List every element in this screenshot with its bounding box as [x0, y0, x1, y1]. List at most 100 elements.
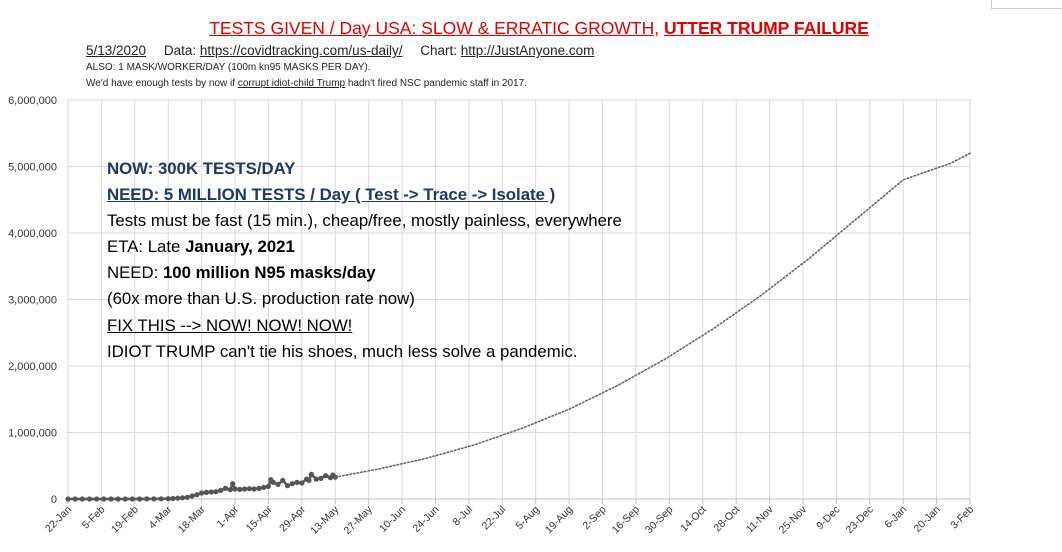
gridlines — [67, 99, 971, 499]
annot-eta-value: January, 2021 — [185, 237, 295, 257]
actual-data-point — [294, 479, 300, 485]
annot-masks: NEED: 100 million N95 masks/day — [107, 260, 622, 286]
chart-title: TESTS GIVEN / Day USA: SLOW & ERRATIC GR… — [0, 18, 1062, 38]
actual-data-point — [308, 471, 314, 477]
x-tick-label: 18-Mar — [176, 503, 208, 535]
actual-data-point — [79, 496, 85, 502]
x-tick-label: 6-Jan — [882, 504, 909, 531]
actual-data-point — [299, 480, 305, 486]
date: 5/13/2020 — [86, 43, 147, 58]
chart-frame-corner — [991, 0, 1062, 9]
actual-data-point — [129, 496, 135, 502]
annot-fast: Tests must be fast (15 min.), cheap/free… — [107, 211, 622, 231]
x-tick-label: 5-Feb — [80, 504, 108, 532]
actual-data-point — [306, 477, 312, 483]
x-tick-label: 5-Aug — [514, 504, 542, 532]
data-source-link[interactable]: https://covidtracking.com/us-daily/ — [199, 43, 403, 58]
actual-data-point — [261, 484, 267, 490]
chart-source-link[interactable]: http://JustAnyone.com — [460, 43, 595, 58]
annot-fix: FIX THIS --> NOW! NOW! NOW! — [107, 315, 353, 335]
data-label: Data: — [163, 43, 197, 58]
annot-masks-prefix: NEED: — [107, 263, 159, 283]
actual-data-point — [213, 489, 219, 495]
x-tick-label: 19-Aug — [543, 504, 576, 537]
actual-data-point — [144, 496, 150, 502]
projected-series-line — [334, 152, 971, 478]
series-layer — [65, 152, 971, 502]
annot-eta: ETA: Late January, 2021 — [107, 234, 622, 260]
x-tick-label: 4-Mar — [146, 503, 174, 531]
actual-data-point — [170, 495, 176, 502]
x-tick-label: 11-Nov — [744, 503, 776, 535]
note2-link[interactable]: corrupt idiot-child Trump — [237, 78, 346, 89]
actual-data-point — [318, 475, 324, 481]
actual-data-point — [313, 476, 319, 482]
actual-data-point — [227, 487, 233, 493]
actual-data-point — [230, 481, 236, 487]
annotation-box: NOW: 300K TESTS/DAY NEED: 5 MILLION TEST… — [107, 156, 622, 365]
actual-data-point — [251, 486, 257, 492]
note-staff: We'd have enough tests by now if corrupt… — [86, 78, 527, 90]
chart-label: Chart: — [420, 43, 457, 58]
x-tick-label: 8-Jul — [450, 504, 475, 529]
x-tick-label: 13-May — [308, 503, 342, 537]
note2-b: hadn't fired NSC pandemic staff in 2017. — [347, 78, 527, 89]
actual-data-point — [137, 496, 143, 502]
note2-a: We'd have enough tests by now if — [86, 78, 236, 89]
actual-data-point — [158, 496, 164, 502]
actual-data-point — [237, 486, 243, 492]
actual-data-point — [246, 486, 252, 492]
x-tick-label: 28-Oct — [711, 504, 742, 535]
x-tick-label: 19-Feb — [109, 504, 141, 536]
actual-data-point — [289, 481, 295, 487]
x-tick-label: 20-Jan — [912, 504, 943, 535]
actual-data-point — [115, 496, 121, 502]
x-tick-label: 15-Apr — [244, 503, 275, 534]
y-axis-ticks: 0 1,000,000 2,000,000 3,000,000 4,000,000 5,0… — [8, 95, 57, 506]
actual-data-point — [72, 496, 78, 502]
annot-production: (60x more than U.S. production rate now) — [107, 289, 415, 309]
x-tick-label: 22-Jan — [43, 504, 74, 535]
annot-masks-value: 100 million N95 masks/day — [162, 263, 376, 283]
x-tick-label: 27-May — [342, 503, 376, 537]
actual-data-point — [270, 479, 276, 485]
y-tick-label: 2,000,000 — [8, 361, 57, 373]
y-tick-label: 3,000,000 — [8, 295, 57, 307]
x-tick-label: 25-Nov — [777, 503, 810, 536]
actual-data-point — [275, 481, 281, 487]
annot-now: NOW: 300K TESTS/DAY — [107, 159, 296, 178]
actual-data-point — [122, 496, 128, 502]
x-tick-label: 24-Jun — [410, 504, 441, 535]
actual-data-point — [94, 496, 100, 502]
x-tick-label: 3-Feb — [948, 504, 976, 532]
y-tick-label: 4,000,000 — [8, 228, 57, 240]
actual-data-point — [280, 477, 286, 483]
actual-data-point — [184, 494, 190, 500]
x-axis-ticks: 22-Jan 5-Feb 19-Feb 4-Mar 18-Mar 1-Apr 15-Apr 2… — [43, 503, 976, 537]
title-part1: TESTS GIVEN / Day USA: SLOW & ERRATIC GR… — [209, 18, 660, 38]
x-tick-label: 30-Sep — [643, 504, 676, 537]
actual-data-point — [101, 496, 107, 502]
x-tick-label: 1-Apr — [215, 503, 242, 530]
x-tick-label: 23-Dec — [843, 504, 875, 536]
actual-data-point — [208, 489, 214, 495]
actual-data-point — [232, 486, 238, 492]
actual-data-point — [151, 496, 157, 502]
annot-need: NEED: 5 MILLION TESTS / Day ( Test -> Tr… — [107, 185, 556, 205]
actual-data-point — [242, 486, 248, 492]
actual-data-point — [265, 483, 271, 489]
annot-eta-prefix: ETA: Late — [107, 237, 181, 257]
actual-data-point — [65, 496, 71, 502]
x-tick-label: 14-Oct — [678, 504, 709, 535]
y-tick-label: 0 — [51, 494, 57, 506]
annot-idiot: IDIOT TRUMP can't tie his shoes, much le… — [107, 341, 578, 361]
x-tick-label: 2-Sep — [580, 504, 608, 532]
meta-line: 5/13/2020 Data: https://covidtracking.co… — [86, 43, 594, 59]
actual-data-point — [189, 493, 195, 499]
actual-data-point — [284, 483, 291, 489]
y-tick-label: 1,000,000 — [8, 428, 57, 440]
x-tick-label: 22-Jul — [480, 504, 509, 533]
actual-data-point — [222, 485, 229, 491]
y-tick-label: 6,000,000 — [8, 95, 57, 107]
